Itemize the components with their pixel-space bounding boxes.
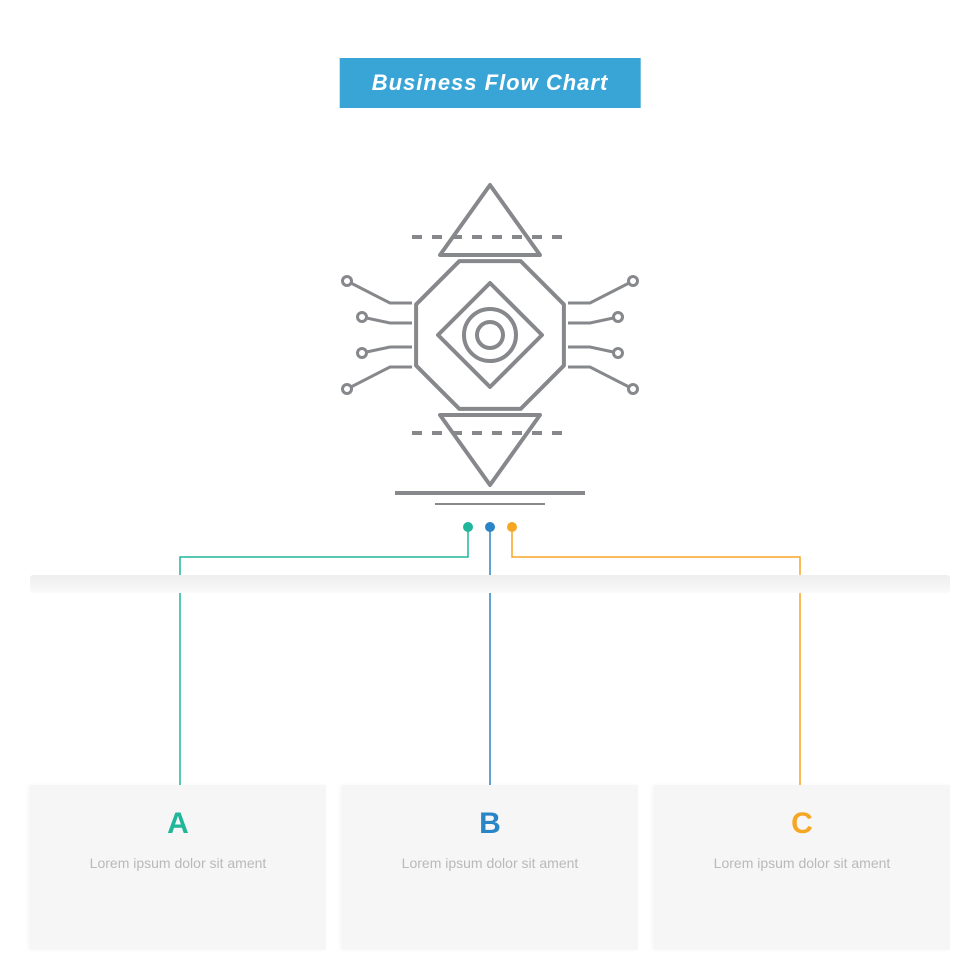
divider-shelf [30, 575, 950, 593]
card-desc-c: Lorem ipsum dolor sit ament [672, 853, 932, 873]
card-b: B Lorem ipsum dolor sit ament [342, 785, 638, 950]
dot-b [485, 522, 495, 532]
cards-row: A Lorem ipsum dolor sit ament B Lorem ip… [30, 785, 950, 950]
dot-a [463, 522, 473, 532]
header-banner: Business Flow Chart [340, 58, 641, 108]
center-icon [310, 165, 670, 505]
header-title: Business Flow Chart [372, 70, 609, 95]
card-letter-c: C [672, 807, 932, 841]
card-c: C Lorem ipsum dolor sit ament [654, 785, 950, 950]
card-desc-b: Lorem ipsum dolor sit ament [360, 853, 620, 873]
card-desc-a: Lorem ipsum dolor sit ament [48, 853, 308, 873]
card-a: A Lorem ipsum dolor sit ament [30, 785, 326, 950]
flow-lines [0, 522, 980, 822]
card-letter-a: A [48, 807, 308, 841]
card-letter-b: B [360, 807, 620, 841]
connector-dots [460, 522, 520, 534]
dot-c [507, 522, 517, 532]
